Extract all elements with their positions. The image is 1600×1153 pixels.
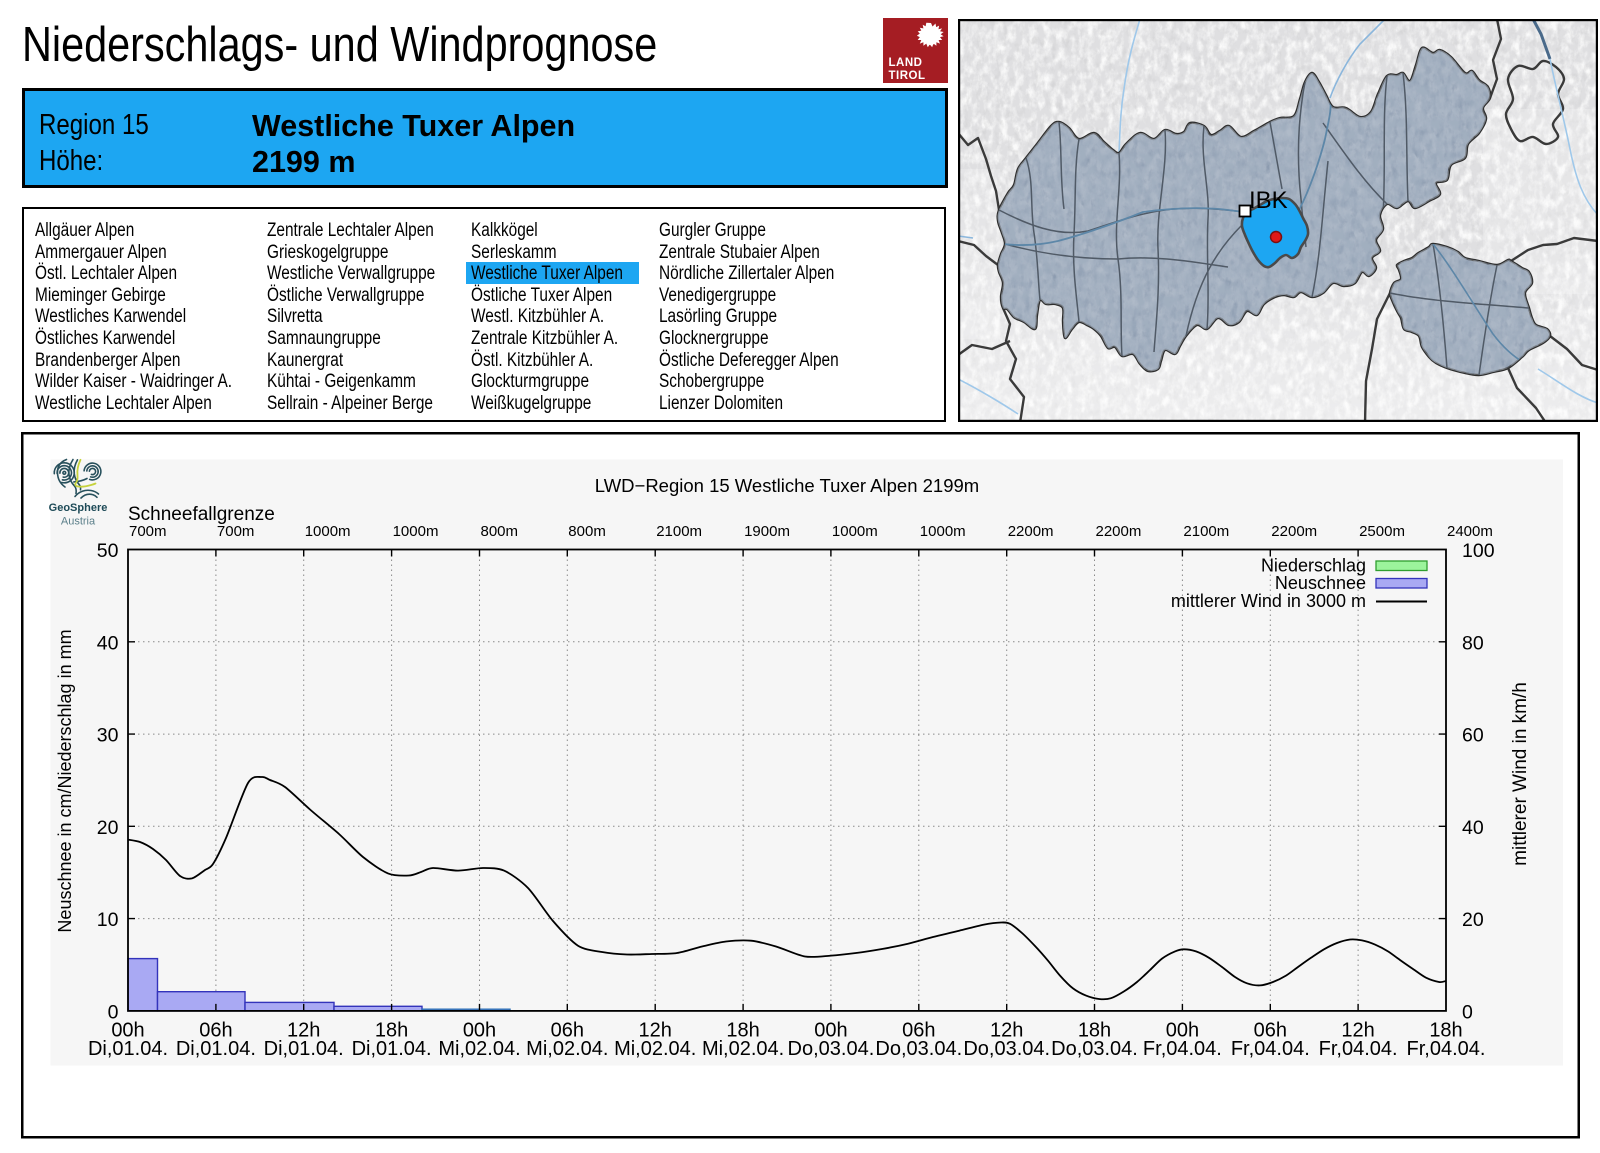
svg-text:Mi,02.04.: Mi,02.04. [702,1038,784,1060]
svg-text:00h: 00h [1166,1019,1199,1041]
svg-text:60: 60 [1462,725,1484,747]
svg-text:Fr,04.04.: Fr,04.04. [1319,1038,1398,1060]
svg-text:GeoSphere: GeoSphere [49,502,108,514]
svg-text:80: 80 [1462,632,1484,654]
svg-text:Neuschnee in cm/Niederschlag i: Neuschnee in cm/Niederschlag in mm [55,629,75,932]
svg-text:18h: 18h [1429,1019,1462,1041]
svg-text:Fr,04.04.: Fr,04.04. [1407,1038,1486,1060]
svg-text:18h: 18h [1078,1019,1111,1041]
svg-text:Niederschlag: Niederschlag [1261,556,1366,576]
svg-text:10: 10 [97,909,119,931]
svg-text:0: 0 [1462,1001,1473,1023]
svg-text:18h: 18h [375,1019,408,1041]
svg-text:Do,03.04.: Do,03.04. [963,1038,1050,1060]
svg-text:TIROL: TIROL [889,70,926,82]
svg-text:Fr,04.04.: Fr,04.04. [1231,1038,1310,1060]
svg-text:Mi,02.04.: Mi,02.04. [526,1038,608,1060]
svg-text:1900m: 1900m [744,523,790,540]
svg-text:2200m: 2200m [1096,523,1142,540]
svg-text:1000m: 1000m [393,523,439,540]
svg-text:1000m: 1000m [832,523,878,540]
svg-text:Austria: Austria [61,516,96,528]
svg-text:2100m: 2100m [656,523,702,540]
svg-text:700m: 700m [217,523,255,540]
svg-text:20: 20 [1462,909,1484,931]
svg-text:Di,01.04.: Di,01.04. [176,1038,256,1060]
svg-text:12h: 12h [1341,1019,1374,1041]
svg-text:Di,01.04.: Di,01.04. [264,1038,344,1060]
svg-text:LWD−Region 15 Westliche Tuxer: LWD−Region 15 Westliche Tuxer Alpen 2199… [595,475,979,496]
svg-text:40: 40 [1462,817,1484,839]
svg-text:12h: 12h [990,1019,1023,1041]
svg-text:700m: 700m [129,523,167,540]
svg-text:IBK: IBK [1249,187,1288,214]
svg-text:2400m: 2400m [1447,523,1493,540]
svg-text:2500m: 2500m [1359,523,1405,540]
svg-text:Mi,02.04.: Mi,02.04. [614,1038,696,1060]
svg-text:20: 20 [97,817,119,839]
svg-text:1000m: 1000m [920,523,966,540]
svg-text:30: 30 [97,725,119,747]
svg-text:06h: 06h [1254,1019,1287,1041]
svg-text:mittlerer Wind in km/h: mittlerer Wind in km/h [1510,682,1531,866]
svg-text:06h: 06h [902,1019,935,1041]
svg-text:1000m: 1000m [305,523,351,540]
svg-text:100: 100 [1462,540,1495,562]
svg-text:00h: 00h [111,1019,144,1041]
svg-text:06h: 06h [551,1019,584,1041]
svg-text:12h: 12h [287,1019,320,1041]
svg-text:2100m: 2100m [1183,523,1229,540]
svg-text:800m: 800m [568,523,606,540]
svg-text:50: 50 [97,540,119,562]
svg-text:LAND: LAND [889,57,923,69]
svg-text:2200m: 2200m [1008,523,1054,540]
svg-text:Di,01.04.: Di,01.04. [352,1038,432,1060]
svg-text:Do,03.04.: Do,03.04. [788,1038,875,1060]
svg-text:Schneefallgrenze: Schneefallgrenze [128,504,275,525]
svg-text:Neuschnee: Neuschnee [1275,573,1366,593]
svg-text:00h: 00h [814,1019,847,1041]
svg-text:Do,03.04.: Do,03.04. [1051,1038,1138,1060]
svg-text:Do,03.04.: Do,03.04. [875,1038,962,1060]
svg-text:0: 0 [108,1001,119,1023]
svg-text:00h: 00h [463,1019,496,1041]
svg-text:800m: 800m [481,523,519,540]
svg-text:Mi,02.04.: Mi,02.04. [438,1038,520,1060]
svg-text:mittlerer Wind in 3000 m: mittlerer Wind in 3000 m [1171,591,1366,611]
svg-text:Di,01.04.: Di,01.04. [88,1038,168,1060]
svg-text:2200m: 2200m [1271,523,1317,540]
svg-text:06h: 06h [199,1019,232,1041]
svg-text:Fr,04.04.: Fr,04.04. [1143,1038,1222,1060]
svg-text:18h: 18h [726,1019,759,1041]
svg-text:40: 40 [97,632,119,654]
svg-text:12h: 12h [639,1019,672,1041]
